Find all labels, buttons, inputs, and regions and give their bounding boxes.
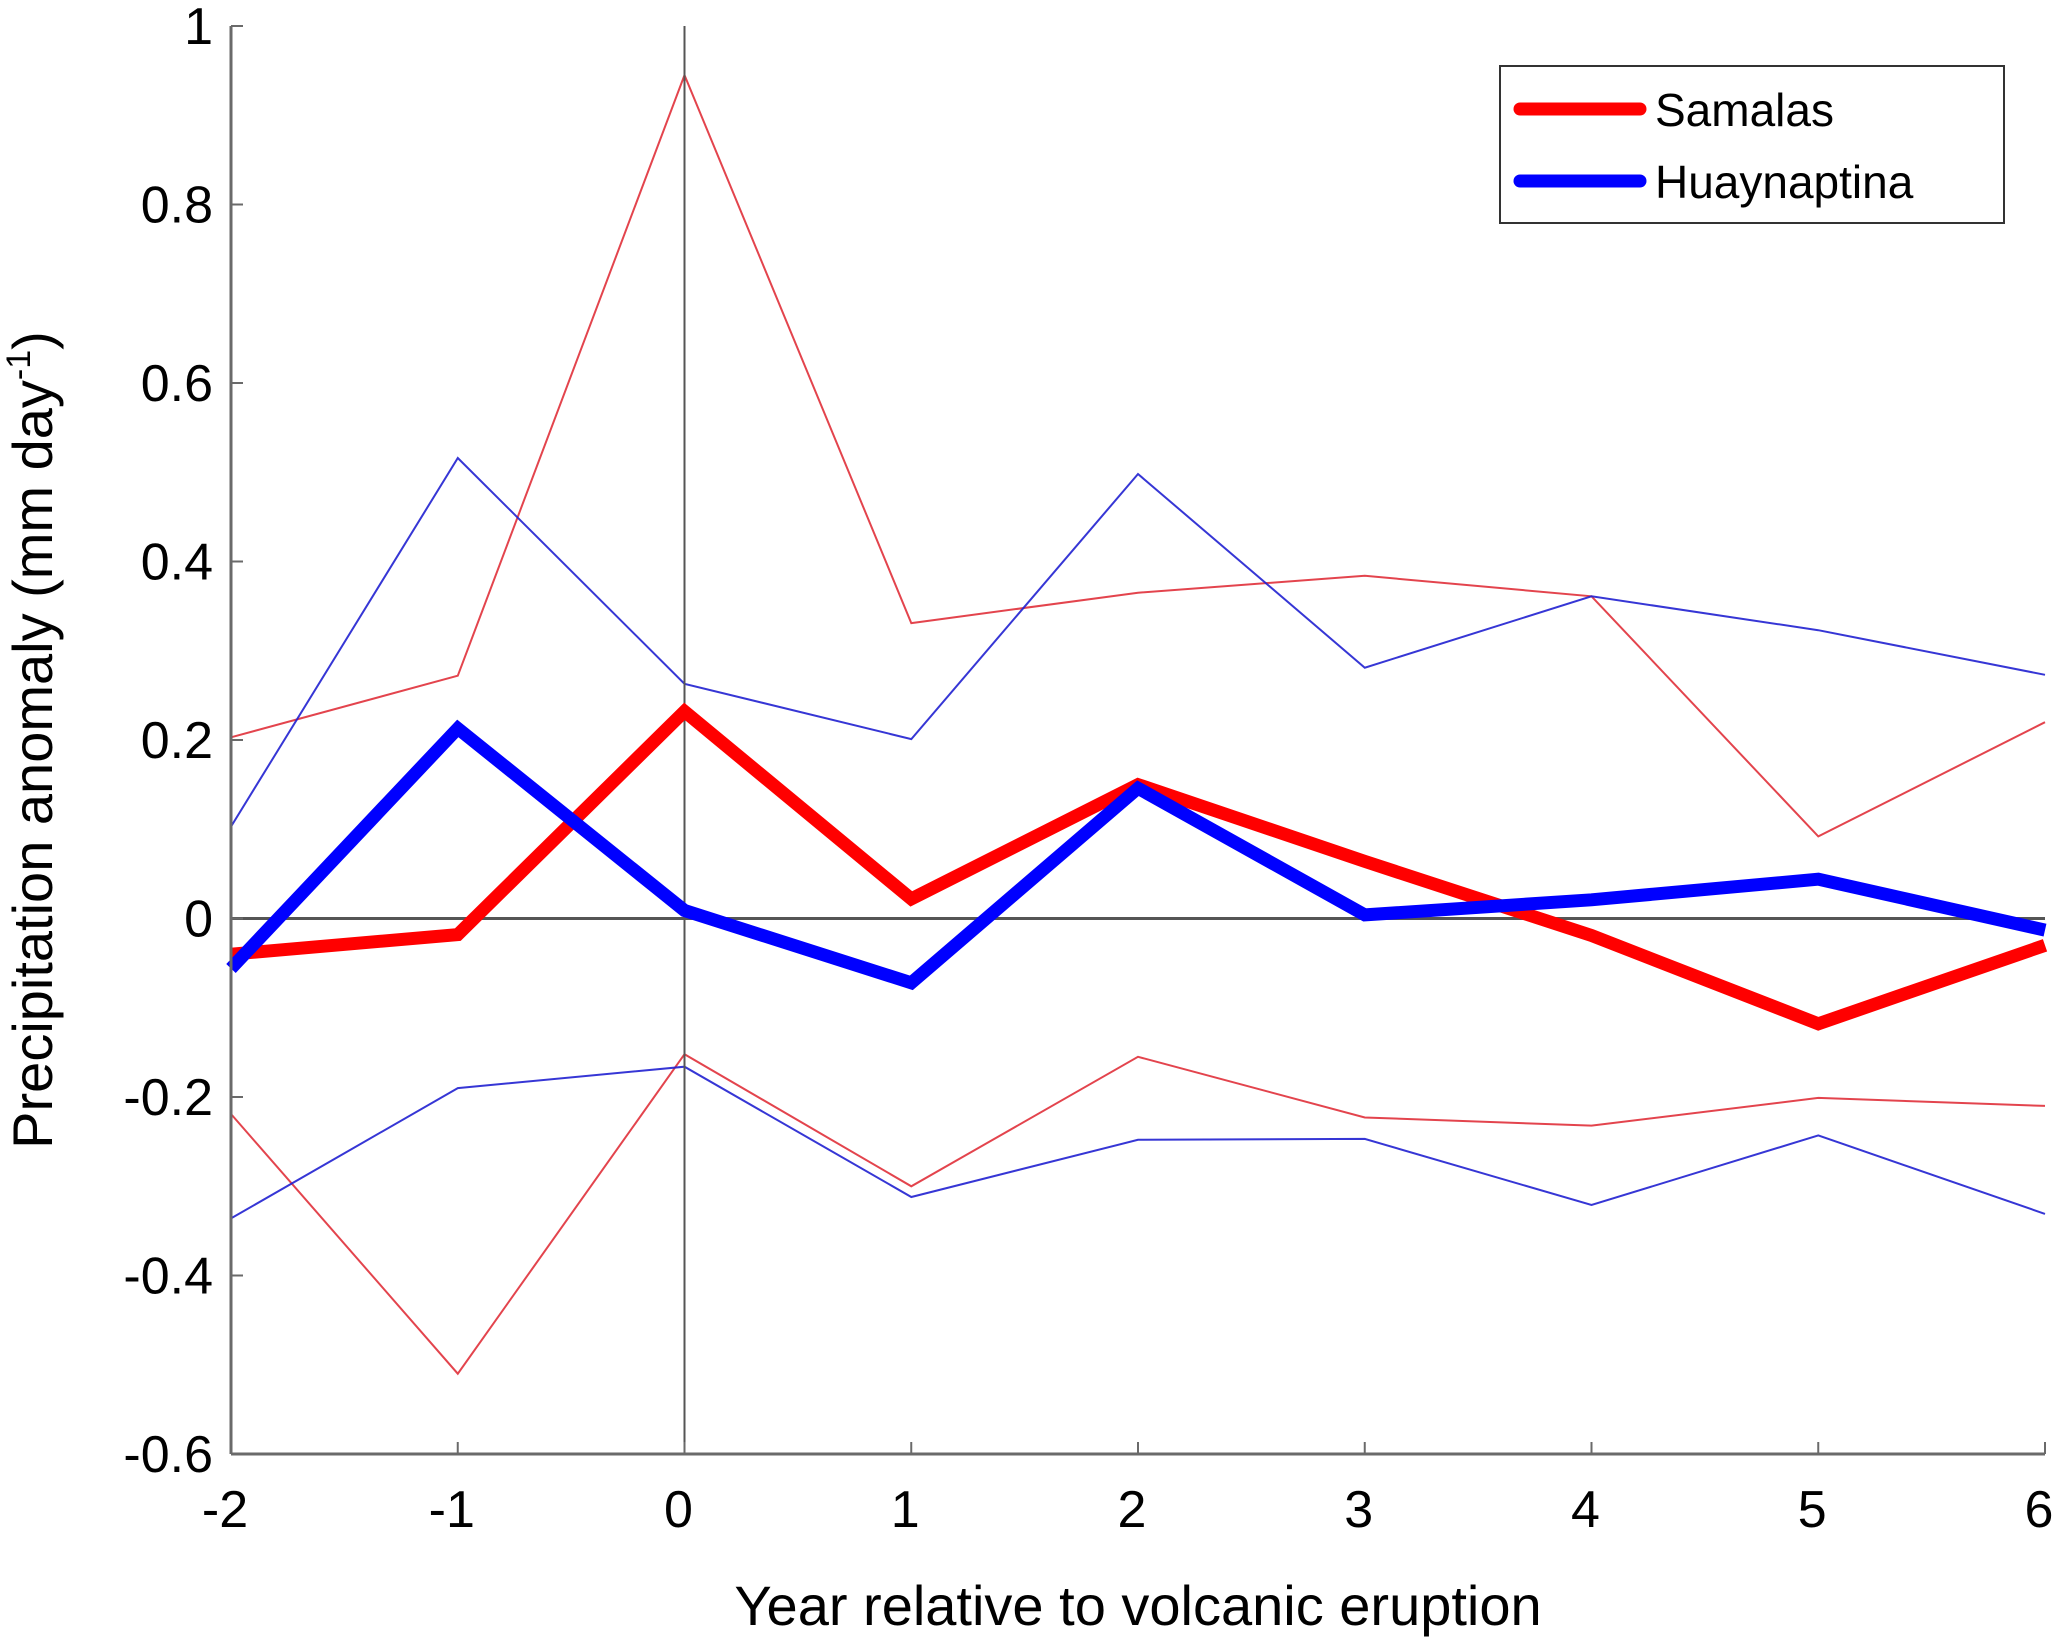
x-tick-label: 3 bbox=[1344, 1481, 1373, 1539]
x-tick-label: 4 bbox=[1571, 1481, 1600, 1539]
x-tick-label: 0 bbox=[664, 1481, 693, 1539]
y-axis-title-main: Precipitation anomaly (mm day bbox=[1, 380, 64, 1149]
y-tick-label: 0.6 bbox=[141, 355, 213, 413]
bound-lines bbox=[230, 72, 2046, 1376]
x-tick-label: 6 bbox=[2025, 1481, 2054, 1539]
reference-lines bbox=[231, 26, 2045, 1454]
y-tick-label: -0.6 bbox=[123, 1426, 213, 1484]
y-tick-label: -0.2 bbox=[123, 1069, 213, 1127]
y-tick-label: 0 bbox=[184, 891, 213, 949]
axes bbox=[229, 25, 2046, 1456]
y-tick-label: 0.4 bbox=[141, 534, 213, 592]
x-tick-label: 1 bbox=[891, 1481, 920, 1539]
y-tick-label: 0.8 bbox=[141, 177, 213, 235]
y-axis-title: Precipitation anomaly (mm day-1) bbox=[0, 331, 64, 1149]
y-tick-label: 1 bbox=[184, 0, 213, 56]
x-tick-label: 5 bbox=[1798, 1481, 1827, 1539]
x-axis-title: Year relative to volcanic eruption bbox=[734, 1574, 1541, 1637]
x-tick-label: 2 bbox=[1118, 1481, 1147, 1539]
y-tick-label: -0.4 bbox=[123, 1248, 213, 1306]
series-line-huaynaptina-lower-bound bbox=[230, 1065, 2046, 1220]
y-tick-label: 0.2 bbox=[141, 712, 213, 770]
series-line-samalas-upper-bound bbox=[230, 72, 2046, 838]
legend-entry-samalas[interactable]: Samalas bbox=[1513, 84, 1834, 136]
x-tick-label: -2 bbox=[202, 1481, 248, 1539]
x-tick-label: -1 bbox=[429, 1481, 475, 1539]
mean-lines bbox=[226, 702, 2048, 1031]
tick-labels: -0.6 -0.4 -0.2 0 0.2 0.4 0.6 0.8 1 -2 -1 0 1 2 3 4 5 6 bbox=[123, 0, 2053, 1539]
legend-label-huaynaptina: Huaynaptina bbox=[1655, 156, 1914, 208]
legend: Samalas Huaynaptina bbox=[1499, 65, 2005, 224]
series-line-huaynaptina bbox=[226, 719, 2047, 991]
series-line-huaynaptina-upper-bound bbox=[230, 456, 2046, 828]
legend-entry-huaynaptina[interactable]: Huaynaptina bbox=[1513, 156, 1914, 208]
legend-label-samalas: Samalas bbox=[1655, 84, 1834, 136]
legend-box bbox=[1499, 65, 2005, 224]
y-axis-title-close: ) bbox=[1, 331, 64, 350]
y-axis-title-superscript: -1 bbox=[0, 350, 38, 380]
series-line-samalas-lower-bound bbox=[230, 1052, 2046, 1376]
